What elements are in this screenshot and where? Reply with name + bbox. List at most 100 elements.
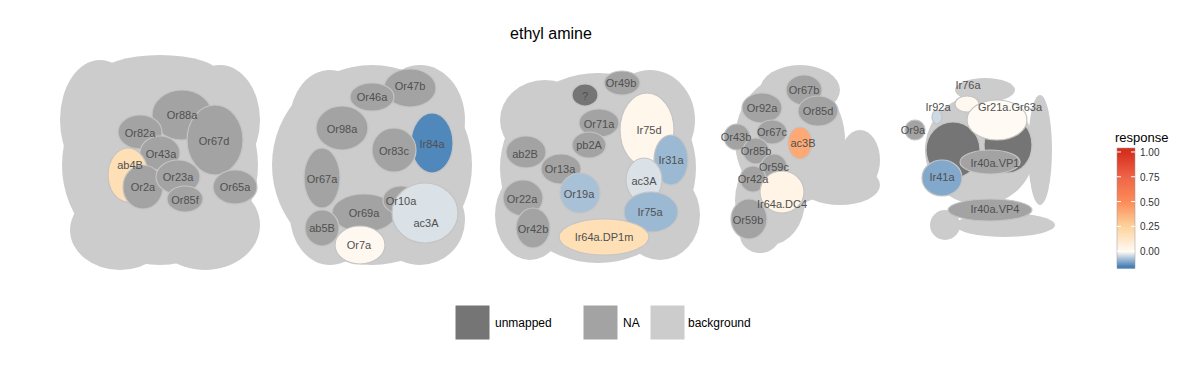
- glomerulus: [948, 199, 1032, 221]
- colorbar-step: [1117, 148, 1135, 151]
- chart: ethyl amineOr88aOr82aOr67dOr43aab4BOr2aO…: [0, 0, 1200, 380]
- glomerulus-label: Or85f: [171, 194, 199, 206]
- glomerulus-label: Or69a: [349, 207, 380, 219]
- glomerulus-label: Or59b: [733, 214, 764, 226]
- glomerulus-label: Gr21a.Gr63a: [978, 101, 1043, 113]
- legend-label: background: [688, 316, 751, 330]
- colorbar-tick-label: 0.50: [1140, 197, 1160, 208]
- glomerulus: [411, 113, 453, 173]
- glomerulus-label: ab5B: [309, 222, 335, 234]
- colorbar-tick-label: 1.00: [1140, 147, 1160, 158]
- glomerulus-label: Ir40a.VP1: [971, 157, 1020, 169]
- legend-swatch: [650, 305, 685, 340]
- panel: Or67bOr92aOr85dOr43bOr67cac3BOr85bOr59cO…: [721, 65, 880, 253]
- glomerulus-label: pb2A: [576, 139, 602, 151]
- glomerulus: [350, 83, 394, 111]
- panel: Or88a Or82a Or67d Or43aab4B Or2a Or23a Or85f Or…: [60, 55, 260, 270]
- colorbar-tick-label: 0.75: [1140, 172, 1160, 183]
- colorbar-tick: [1131, 201, 1135, 202]
- glomerulus-label: Or22a: [507, 193, 538, 205]
- glomerulus: [922, 160, 962, 196]
- glomerulus: [316, 106, 368, 150]
- glomerulus-label: Or2a: [131, 181, 156, 193]
- glomerulus-label: Ir41a: [929, 171, 955, 183]
- panel: ?Or49bIr75dOr71apb2Aab2BOr13aIr31aac3AOr…: [495, 70, 700, 263]
- colorbar-tick: [1117, 251, 1121, 252]
- glomerulus: [305, 210, 339, 246]
- colorbar-tick: [1131, 151, 1135, 152]
- glomerulus-label: Ir76a: [955, 79, 981, 91]
- legend-swatch: [455, 305, 490, 340]
- glomerulus-label: Or9a: [901, 124, 926, 136]
- glomerulus-label: Ir75d: [636, 124, 661, 136]
- glomerulus-label: Or82a: [125, 127, 156, 139]
- colorbar-tick: [1117, 151, 1121, 152]
- glomerulus-label: Ir75a: [637, 206, 663, 218]
- glomerulus-label: Or7a: [347, 239, 372, 251]
- glomerulus-label: Or67d: [199, 135, 230, 147]
- colorbar-tick: [1131, 176, 1135, 177]
- colorbar-tick: [1117, 176, 1121, 177]
- legend-label: unmapped: [495, 316, 552, 330]
- glomerulus: [572, 132, 606, 158]
- glomerulus-label: Or42b: [518, 223, 549, 235]
- panel: Ir76a Gr21a.Gr63a Ir92a Or9a Ir40a.VP1 Ir41a I…: [901, 78, 1055, 240]
- glomerulus-label: Or13a: [545, 163, 576, 175]
- glomerulus: [335, 226, 385, 264]
- glomerulus-label: Ir64a.DP1m: [575, 231, 634, 243]
- glomerulus: [960, 150, 1020, 174]
- glomerulus: [742, 93, 782, 123]
- glomerulus-label: Ir40a.VP4: [971, 203, 1020, 215]
- colorbar-tick: [1131, 251, 1135, 252]
- glomerulus-label: Or71a: [584, 118, 615, 130]
- glomerulus-label: Or10a: [386, 195, 417, 207]
- glomerulus-label: Or49b: [606, 77, 637, 89]
- glomerulus-label: ab2B: [512, 148, 538, 160]
- legend-label: NA: [623, 316, 640, 330]
- glomerulus-label: Or42a: [738, 173, 769, 185]
- colorbar-tick: [1131, 226, 1135, 227]
- colorbar-frame: [1117, 148, 1135, 268]
- glomerulus-label: Or67a: [307, 173, 338, 185]
- colorbar-tick: [1117, 201, 1121, 202]
- glomerulus-label: Ir31a: [658, 154, 684, 166]
- colorbar-tick-label: 0.25: [1140, 221, 1160, 232]
- glomerulus: [604, 71, 640, 95]
- glomerulus-label: Or85b: [741, 145, 772, 157]
- glomerulus-label: Or19a: [564, 188, 595, 200]
- glomerulus: [572, 84, 598, 106]
- glomerulus-label: Or67c: [757, 126, 787, 138]
- glomerulus: [516, 208, 550, 248]
- colorbar: 0.000.250.500.751.00: [1117, 147, 1160, 269]
- glomerulus: [372, 128, 416, 172]
- glomerulus-label: Or46a: [357, 91, 388, 103]
- glomerulus-label: Ir92a: [925, 101, 951, 113]
- glomerulus-label: Or23a: [163, 171, 194, 183]
- glomerulus-label: Or59c: [759, 161, 789, 173]
- glomerulus-label: Or88a: [167, 109, 198, 121]
- glomerulus: [392, 183, 458, 243]
- glomerulus-label: ab4B: [117, 159, 143, 171]
- glomerulus: [213, 170, 257, 204]
- background: [272, 65, 472, 265]
- colorbar-tick: [1117, 226, 1121, 227]
- glomerulus-label: ac3B: [790, 137, 815, 149]
- glomerulus-label: Or92a: [747, 102, 778, 114]
- panel: Or47bOr46aIr84aOr98aOr83cOr67aOr69aOr10a…: [272, 65, 472, 265]
- glomerulus-label: ac3A: [413, 217, 439, 229]
- title: ethyl amine: [510, 25, 592, 42]
- glomerulus: [559, 219, 649, 255]
- colorbar-title: response: [1115, 130, 1168, 145]
- background: [840, 130, 880, 190]
- glomerulus: [798, 96, 838, 126]
- glomerulus: [304, 148, 340, 208]
- glomerulus-label: Or43b: [721, 131, 752, 143]
- glomerulus-label: Or43a: [146, 148, 177, 160]
- glomerulus-label: ?: [582, 90, 588, 102]
- glomerulus: [167, 186, 203, 212]
- glomerulus-label: Ir84a: [419, 138, 445, 150]
- glomerulus: [560, 173, 600, 213]
- glomerulus-label: Or65a: [220, 181, 251, 193]
- background: [100, 55, 220, 95]
- glomerulus-label: Or47b: [395, 80, 426, 92]
